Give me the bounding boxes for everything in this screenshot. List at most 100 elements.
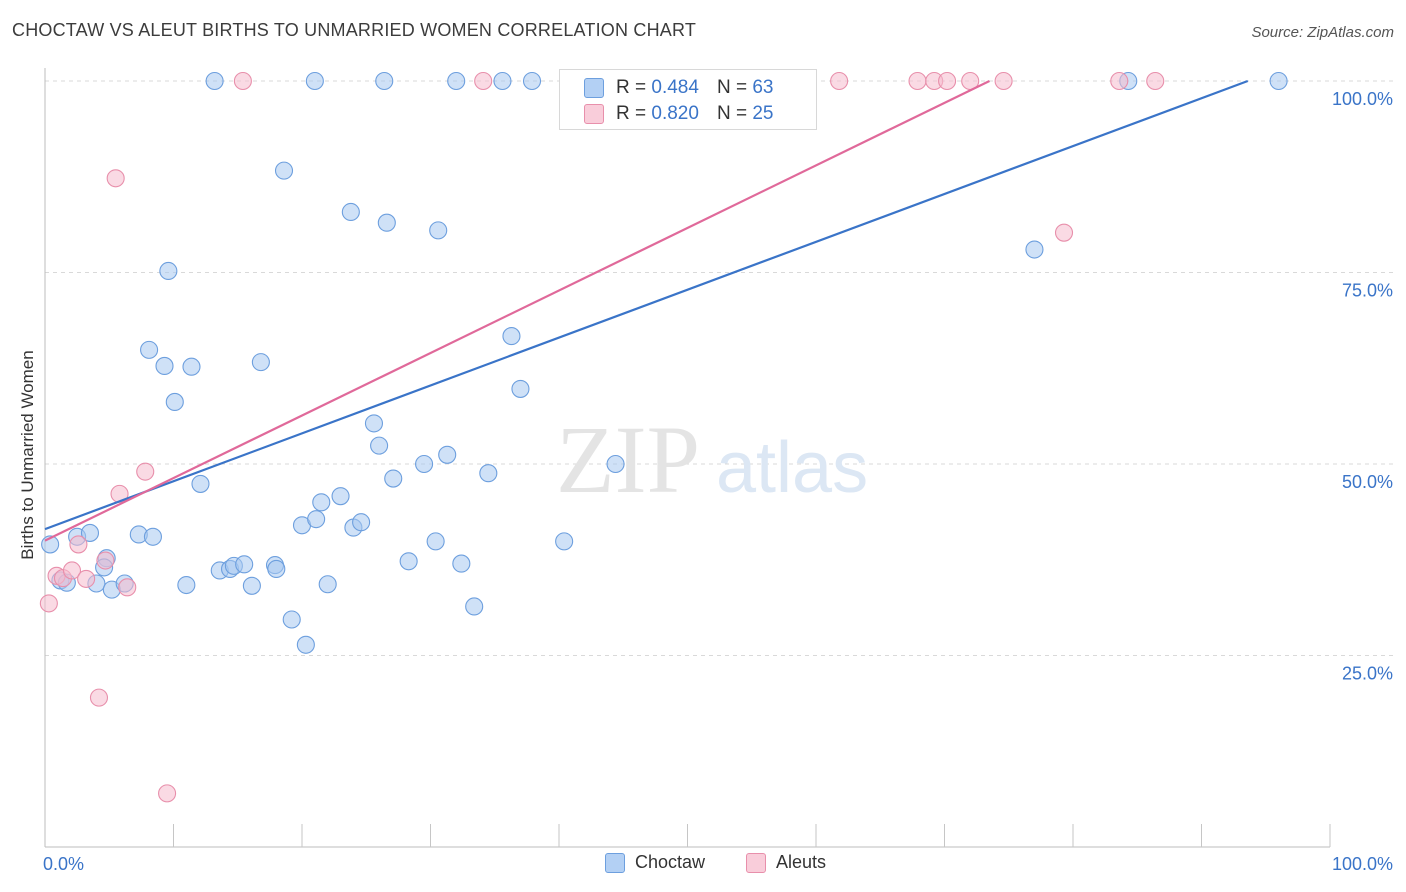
n-label: N =	[716, 77, 748, 98]
choctaw-point	[235, 555, 254, 574]
choctaw-point	[312, 493, 331, 512]
choctaw-point	[205, 71, 224, 91]
aleuts-trend-line	[44, 80, 990, 542]
choctaw-point	[429, 221, 448, 240]
y-tick-label: 75.0%	[1342, 281, 1393, 301]
choctaw-point	[307, 510, 326, 529]
aleuts-point	[69, 535, 88, 554]
choctaw-points	[41, 71, 1288, 654]
aleuts-point	[830, 71, 849, 91]
watermark-atlas: atlas	[716, 428, 868, 508]
aleuts-point	[89, 688, 109, 707]
n-value: 25	[752, 103, 774, 124]
aleuts-point	[233, 71, 252, 91]
aleuts-point	[77, 569, 96, 588]
aleuts-point	[96, 551, 115, 570]
choctaw-point	[182, 357, 201, 376]
choctaw-point	[159, 261, 178, 281]
choctaw-trend-line	[44, 79, 1249, 531]
choctaw-point	[282, 610, 301, 629]
choctaw-point	[242, 576, 261, 595]
choctaw-legend-swatch	[605, 852, 625, 873]
choctaw-point	[1269, 71, 1288, 91]
axes	[44, 68, 1331, 848]
n-label: N =	[716, 103, 748, 124]
choctaw-point	[267, 559, 286, 578]
legend-item-aleuts: Aleuts	[746, 852, 826, 873]
aleuts-point	[908, 71, 927, 91]
choctaw-point	[191, 474, 210, 493]
choctaw-point	[511, 379, 530, 398]
aleuts-point	[1146, 71, 1165, 91]
aleuts-point	[1110, 71, 1129, 91]
choctaw-point	[377, 213, 396, 232]
r-label: R =	[616, 103, 647, 124]
choctaw-point	[143, 527, 162, 546]
aleuts-point	[62, 561, 82, 580]
choctaw-point	[415, 454, 434, 474]
choctaw-point	[305, 71, 324, 91]
choctaw-legend-label: Choctaw	[635, 852, 706, 872]
choctaw-point	[375, 71, 394, 91]
choctaw-point	[274, 161, 294, 180]
choctaw-point	[479, 464, 498, 483]
choctaw-point	[493, 71, 512, 91]
chart-title: CHOCTAW VS ALEUT BIRTHS TO UNMARRIED WOM…	[12, 20, 697, 40]
aleuts-point	[158, 784, 177, 803]
choctaw-point	[384, 469, 403, 488]
r-value: 0.484	[651, 77, 699, 98]
choctaw-point	[331, 487, 350, 506]
x-tick-label: 100.0%	[1332, 854, 1393, 874]
y-tick-label: 25.0%	[1342, 664, 1393, 684]
choctaw-point	[352, 513, 371, 532]
y-tick-label: 50.0%	[1342, 472, 1393, 492]
choctaw-point	[426, 532, 445, 551]
choctaw-point	[364, 414, 384, 433]
aleuts-point	[474, 71, 493, 91]
choctaw-point	[522, 71, 542, 91]
aleuts-point	[118, 578, 137, 597]
x-tick-labels: 0.0% 100.0%	[43, 854, 1393, 874]
chart-source: Source: ZipAtlas.com	[1251, 24, 1394, 41]
choctaw-point	[177, 575, 196, 595]
correlation-legend: R = 0.484 N = 63 R = 0.820 N = 25	[559, 69, 817, 130]
aleuts-legend-swatch	[746, 852, 766, 873]
legend-item-choctaw: Choctaw	[605, 852, 705, 873]
choctaw-point	[399, 552, 418, 571]
aleuts-point	[39, 594, 58, 613]
choctaw-point	[1025, 240, 1044, 259]
gridlines	[45, 80, 1393, 656]
y-tick-labels: 25.0% 50.0% 75.0% 100.0%	[1332, 89, 1393, 684]
aleuts-point	[136, 462, 155, 481]
series-legend: Choctaw Aleuts	[0, 852, 1406, 878]
choctaw-point	[296, 635, 315, 654]
choctaw-point	[447, 71, 466, 91]
choctaw-point	[318, 575, 337, 594]
choctaw-point	[140, 340, 159, 359]
choctaw-point	[165, 392, 184, 412]
aleuts-point	[1054, 223, 1074, 242]
trend-lines	[44, 79, 1249, 542]
y-tick-label: 100.0%	[1332, 89, 1393, 109]
x-tick-label: 0.0%	[43, 854, 84, 874]
choctaw-point	[465, 597, 484, 616]
choctaw-point	[341, 202, 360, 222]
aleuts-point	[106, 169, 125, 188]
choctaw-swatch	[584, 78, 604, 98]
r-value: 0.820	[651, 103, 699, 124]
choctaw-point	[606, 454, 625, 474]
choctaw-point	[370, 436, 389, 455]
r-label: R =	[616, 77, 647, 98]
choctaw-point	[251, 353, 270, 372]
choctaw-point	[502, 327, 521, 346]
choctaw-point	[438, 445, 457, 464]
choctaw-point	[555, 532, 574, 551]
choctaw-point	[155, 356, 174, 376]
n-value: 63	[752, 77, 774, 98]
aleuts-legend-label: Aleuts	[776, 852, 827, 872]
watermark: ZIP atlas	[556, 406, 868, 513]
choctaw-point	[452, 554, 471, 573]
watermark-zip: ZIP	[556, 406, 700, 513]
legend-row-aleuts: R = 0.820 N = 25	[584, 101, 773, 127]
